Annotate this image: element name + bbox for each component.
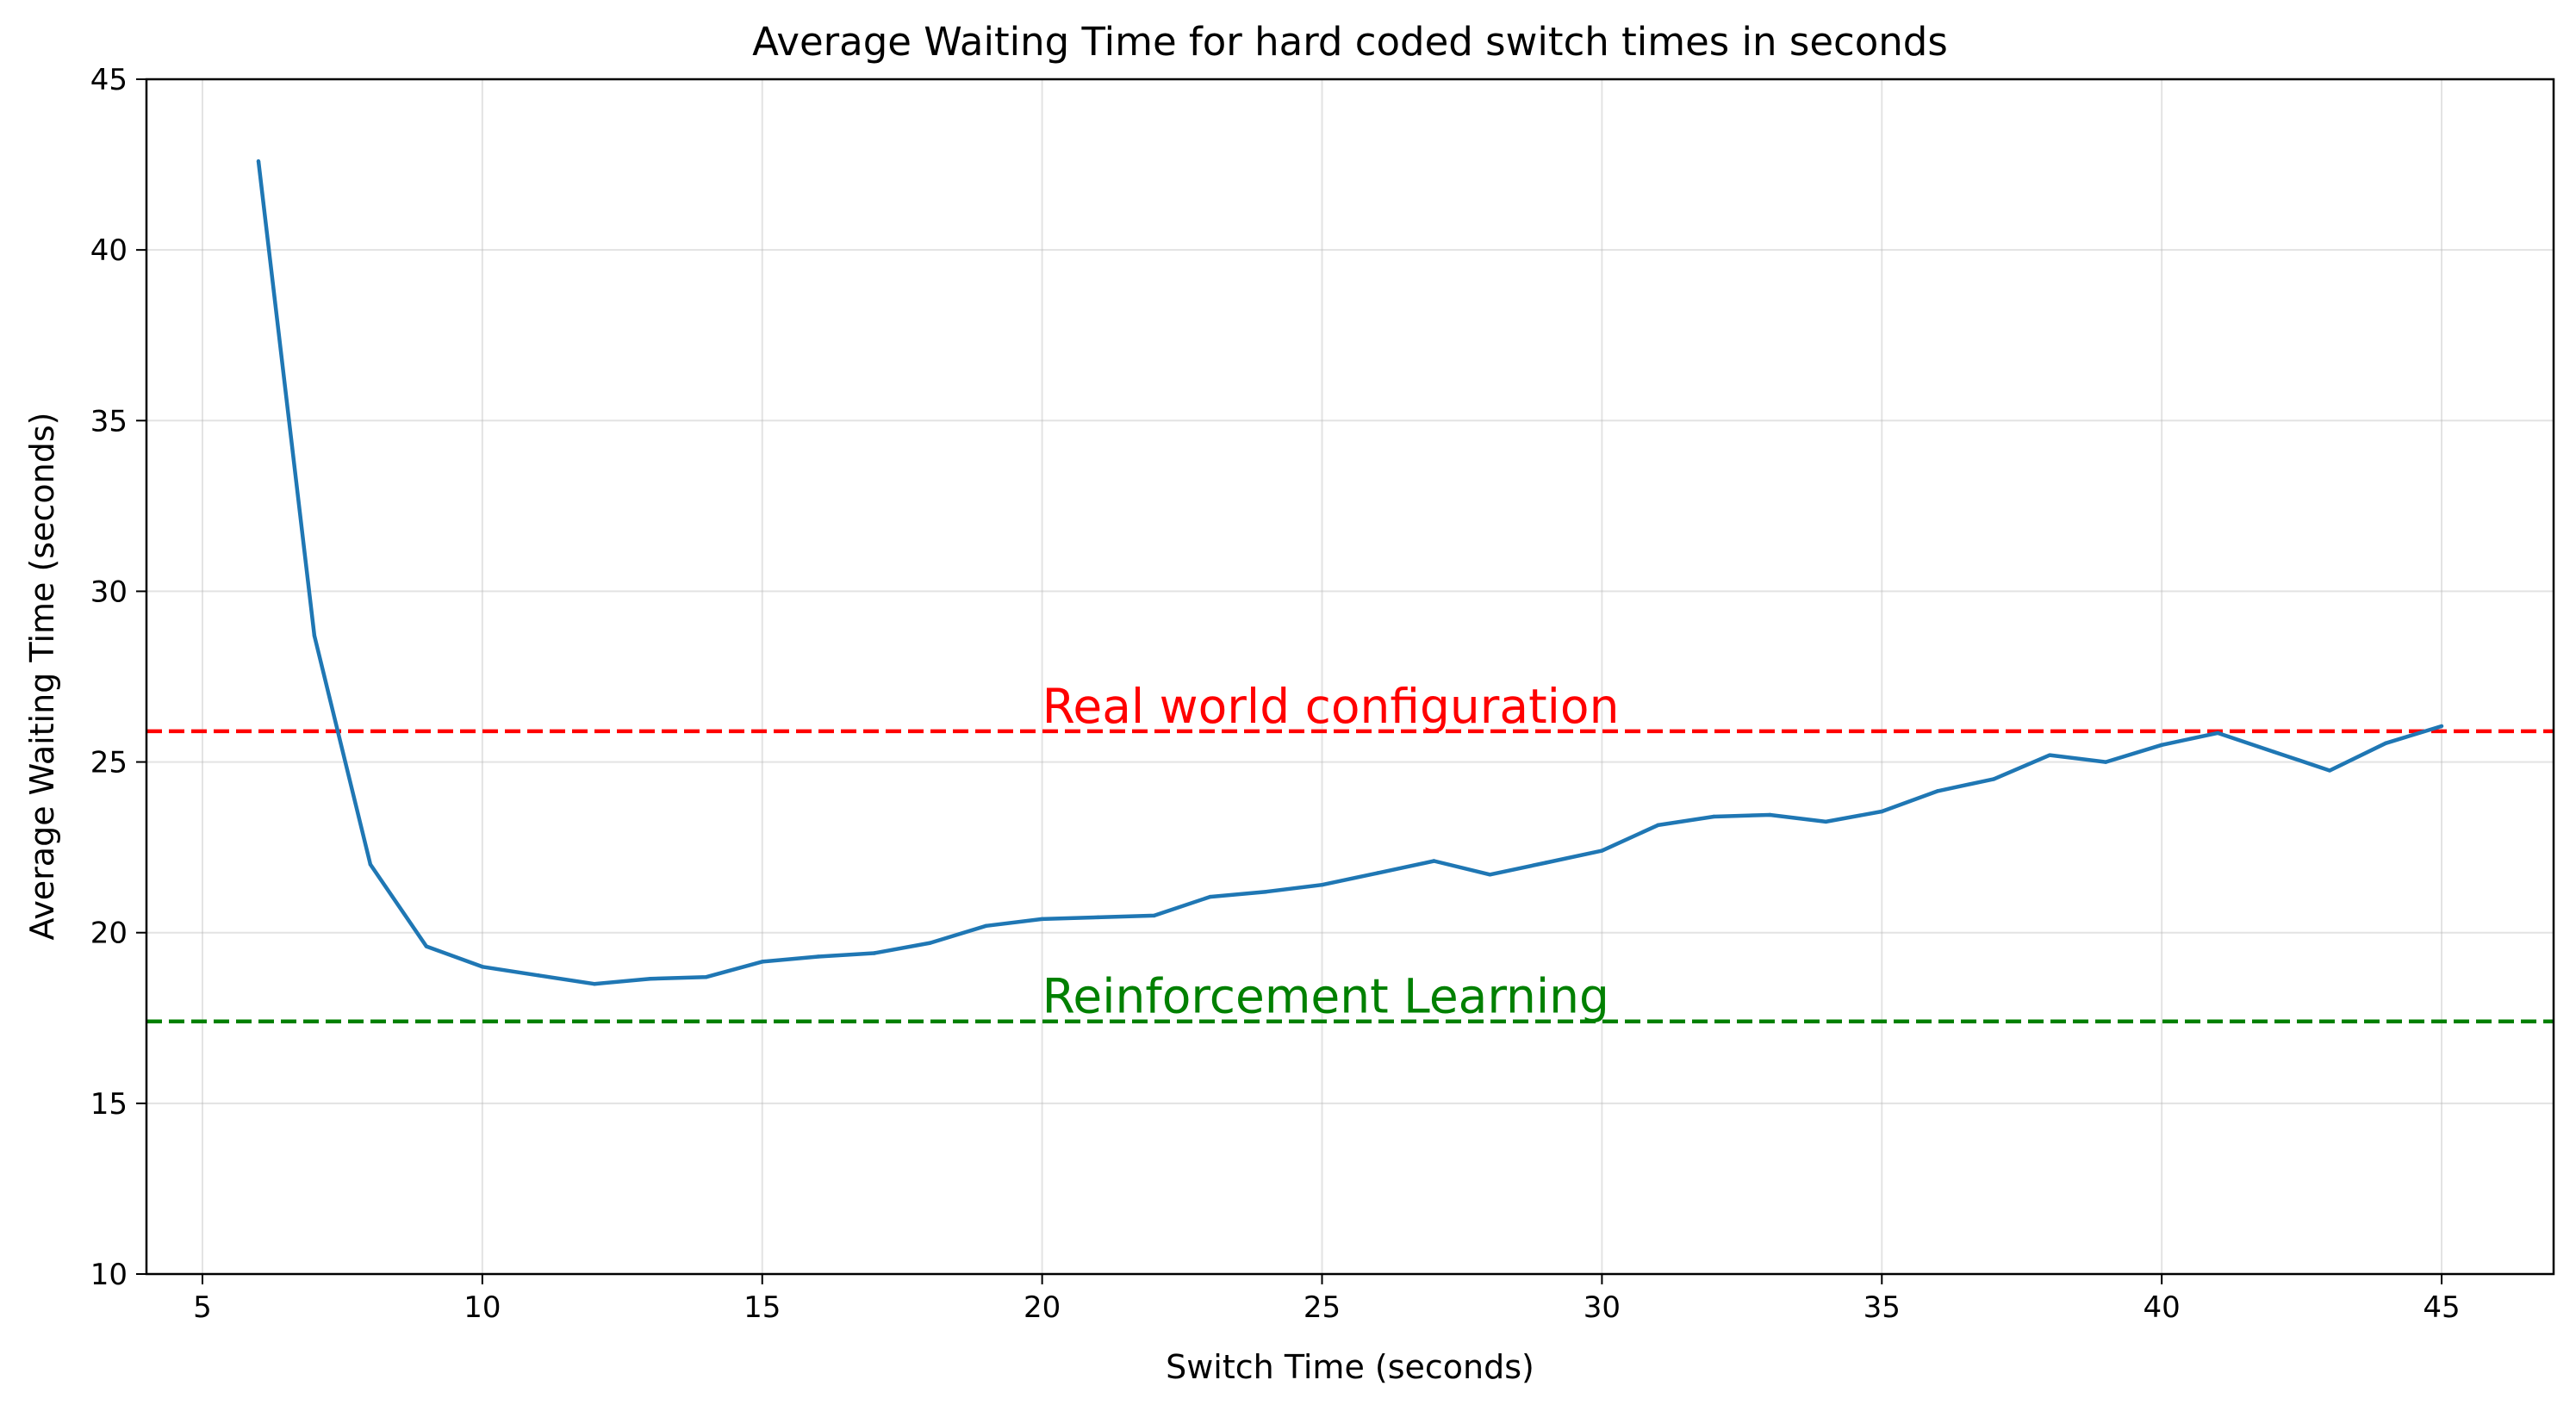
x-tick-label: 45 bbox=[2423, 1290, 2460, 1325]
y-tick-label: 25 bbox=[90, 746, 128, 780]
data-point bbox=[928, 941, 932, 945]
data-point bbox=[536, 973, 541, 978]
x-tick-label: 35 bbox=[1864, 1290, 1901, 1325]
data-point bbox=[1376, 871, 1380, 875]
data-point bbox=[2159, 743, 2164, 747]
data-point bbox=[1880, 809, 1884, 814]
y-tick-label: 35 bbox=[90, 404, 128, 438]
data-point bbox=[1488, 873, 1492, 877]
data-point bbox=[872, 951, 876, 955]
data-point bbox=[2103, 760, 2108, 764]
data-point bbox=[816, 954, 820, 959]
data-point bbox=[1152, 913, 1156, 918]
data-point bbox=[1656, 823, 1660, 828]
y-tick-label: 10 bbox=[90, 1258, 128, 1292]
y-axis-label: Average Waiting Time (seconds) bbox=[23, 413, 61, 941]
series-line bbox=[256, 160, 2442, 986]
x-tick-label: 20 bbox=[1024, 1290, 1061, 1325]
x-tick-label: 30 bbox=[1584, 1290, 1621, 1325]
y-tick-label: 30 bbox=[90, 575, 128, 609]
x-tick-label: 40 bbox=[2144, 1290, 2181, 1325]
data-point bbox=[760, 960, 764, 964]
grid bbox=[146, 78, 2554, 1275]
plot-frame bbox=[145, 78, 2555, 1276]
reference-lines: Real world configuration Reinforcement Le… bbox=[146, 679, 2554, 1024]
data-point bbox=[2383, 741, 2388, 745]
data-point bbox=[1544, 861, 1548, 865]
data-point bbox=[1096, 915, 1100, 920]
data-point bbox=[2215, 730, 2220, 736]
data-point bbox=[480, 965, 485, 969]
data-point bbox=[1040, 917, 1044, 922]
data-point bbox=[1824, 819, 1828, 824]
data-point bbox=[424, 944, 429, 948]
data-point bbox=[2439, 724, 2444, 729]
data-point bbox=[592, 981, 597, 986]
y-tick-label: 15 bbox=[90, 1087, 128, 1122]
data-point bbox=[1208, 894, 1212, 899]
data-point bbox=[256, 159, 261, 164]
x-tick-label: 10 bbox=[464, 1290, 501, 1325]
y-axis: 10 15 20 25 30 35 40 45 bbox=[90, 63, 146, 1292]
data-point bbox=[1600, 848, 1604, 853]
data-point bbox=[368, 862, 373, 867]
data-point bbox=[1768, 812, 1772, 817]
data-point bbox=[1992, 777, 1996, 781]
reference-line-label: Real world configuration bbox=[1042, 679, 1620, 734]
data-point bbox=[1320, 883, 1324, 887]
data-point bbox=[1264, 889, 1268, 894]
series-group bbox=[256, 159, 2444, 986]
y-tick-label: 40 bbox=[90, 233, 128, 268]
y-tick-label: 45 bbox=[90, 63, 128, 97]
data-point bbox=[312, 633, 317, 638]
reference-line-label: Reinforcement Learning bbox=[1042, 969, 1609, 1024]
data-point bbox=[1712, 814, 1716, 819]
x-tick-label: 5 bbox=[193, 1290, 212, 1325]
x-tick-label: 25 bbox=[1304, 1290, 1341, 1325]
data-point bbox=[1936, 789, 1940, 793]
data-point bbox=[984, 923, 988, 928]
data-point bbox=[1432, 859, 1436, 863]
data-point bbox=[2327, 768, 2332, 773]
x-tick-label: 15 bbox=[744, 1290, 781, 1325]
data-point bbox=[704, 975, 708, 979]
y-tick-label: 20 bbox=[90, 917, 128, 951]
data-point bbox=[2271, 749, 2276, 754]
data-point bbox=[648, 977, 652, 981]
data-point bbox=[2048, 753, 2052, 757]
x-axis: 5 10 15 20 25 30 35 40 45 bbox=[193, 1274, 2461, 1325]
x-axis-label: Switch Time (seconds) bbox=[1166, 1348, 1534, 1386]
chart-title: Average Waiting Time for hard coded swit… bbox=[752, 19, 1948, 65]
